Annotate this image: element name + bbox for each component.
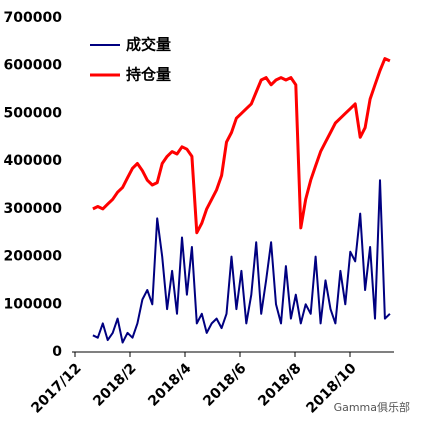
x-tick-label: 2018/8 bbox=[255, 360, 304, 409]
watermark: Gamma俱乐部 bbox=[334, 400, 410, 414]
y-tick-label: 700000 bbox=[4, 10, 63, 26]
series-line bbox=[92, 57, 391, 235]
y-tick-label: 500000 bbox=[4, 105, 63, 121]
y-tick-label: 200000 bbox=[4, 249, 63, 265]
x-tick-label: 2018/4 bbox=[145, 360, 195, 410]
legend-label: 持仓量 bbox=[126, 66, 171, 84]
series-line bbox=[92, 179, 391, 344]
y-tick-label: 300000 bbox=[4, 201, 63, 217]
y-tick-label: 400000 bbox=[4, 153, 63, 169]
y-tick-label: 600000 bbox=[4, 58, 63, 74]
legend-label: 成交量 bbox=[126, 36, 171, 54]
y-tick-label: 100000 bbox=[4, 296, 63, 312]
y-tick-label: 0 bbox=[52, 344, 62, 360]
x-tick-label: 2018/6 bbox=[200, 360, 249, 409]
x-tick-label: 2018/2 bbox=[90, 360, 139, 409]
x-tick-label: 2017/12 bbox=[28, 360, 84, 416]
